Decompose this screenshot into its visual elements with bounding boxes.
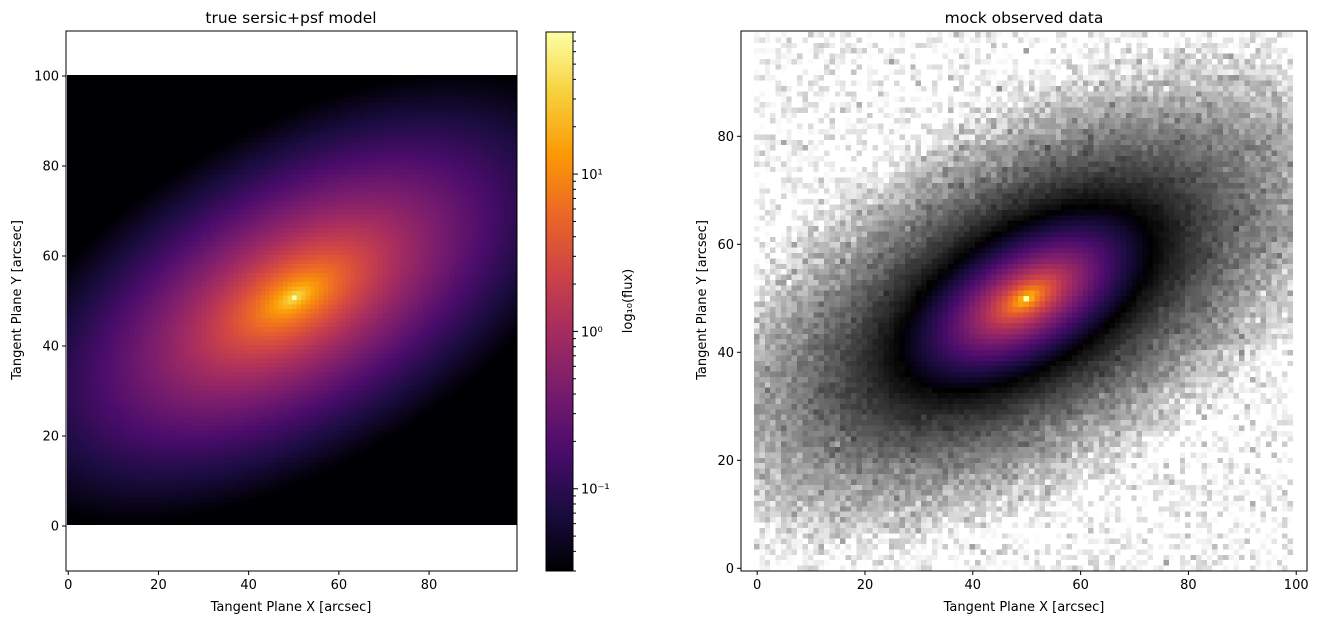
- right-x-axis-label: Tangent Plane X [arcsec]: [943, 600, 1105, 615]
- right-y-ticks: 0 20 40 60 80: [717, 130, 741, 577]
- y-tick-label: 40: [42, 340, 59, 355]
- colorbar-frame: [545, 31, 574, 572]
- left-panel: true sersic+psf model 0 20 40 60 80 0 20 40 60 8…: [10, 9, 518, 615]
- colorbar-tick-label: 10⁰: [581, 325, 603, 340]
- y-tick-label: 60: [42, 250, 59, 265]
- left-x-ticks: 0 20 40 60 80: [64, 571, 437, 593]
- left-y-axis-label: Tangent Plane Y [arcsec]: [10, 220, 25, 381]
- colorbar-tick-label: 10⁻¹: [581, 483, 610, 498]
- y-tick-label: 100: [34, 70, 59, 85]
- x-tick-label: 40: [240, 578, 257, 593]
- y-tick-label: 40: [717, 346, 734, 361]
- x-tick-label: 60: [331, 578, 348, 593]
- left-axes-frame: [65, 30, 518, 572]
- left-plot-area: [65, 30, 518, 572]
- left-y-ticks: 0 20 40 60 80 100: [34, 70, 66, 535]
- right-heatmap-image: [754, 32, 1293, 571]
- y-tick-label: 60: [717, 238, 734, 253]
- x-tick-label: 80: [421, 578, 438, 593]
- y-tick-label: 80: [42, 160, 59, 175]
- x-tick-label: 80: [1180, 578, 1197, 593]
- colorbar-ticks: 10⁻¹ 10⁰ 10¹: [573, 31, 610, 572]
- left-x-axis-label: Tangent Plane X [arcsec]: [210, 600, 372, 615]
- colorbar-gradient: [546, 32, 573, 571]
- x-tick-label: 60: [1072, 578, 1089, 593]
- right-panel: mock observed data 0 20 40 60 80 100 0 20 40 60 8…: [695, 9, 1309, 615]
- x-tick-label: 40: [965, 578, 982, 593]
- x-tick-label: 0: [64, 578, 72, 593]
- right-x-ticks: 0 20 40 60 80 100: [753, 571, 1309, 593]
- right-y-axis-label: Tangent Plane Y [arcsec]: [695, 220, 710, 381]
- y-tick-label: 0: [51, 520, 59, 535]
- y-tick-label: 0: [726, 562, 734, 577]
- right-axes-frame: [740, 30, 1308, 572]
- colorbar: 10⁻¹ 10⁰ 10¹ log₁₀(flux): [545, 31, 636, 572]
- right-chart-title: mock observed data: [945, 9, 1104, 27]
- x-tick-label: 100: [1284, 578, 1309, 593]
- y-tick-label: 20: [42, 430, 59, 445]
- right-plot-area: [740, 30, 1308, 572]
- left-chart-title: true sersic+psf model: [205, 9, 376, 27]
- x-tick-label: 20: [150, 578, 167, 593]
- x-tick-label: 20: [857, 578, 874, 593]
- x-tick-label: 0: [753, 578, 761, 593]
- y-tick-label: 80: [717, 130, 734, 145]
- left-heatmap-image: [67, 75, 517, 525]
- colorbar-label: log₁₀(flux): [621, 269, 636, 334]
- colorbar-tick-label: 10¹: [581, 168, 603, 183]
- y-tick-label: 20: [717, 454, 734, 469]
